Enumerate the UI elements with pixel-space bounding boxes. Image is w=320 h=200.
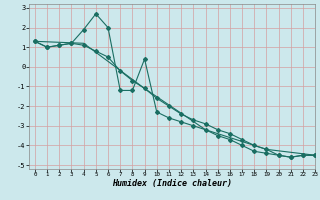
X-axis label: Humidex (Indice chaleur): Humidex (Indice chaleur): [112, 179, 232, 188]
